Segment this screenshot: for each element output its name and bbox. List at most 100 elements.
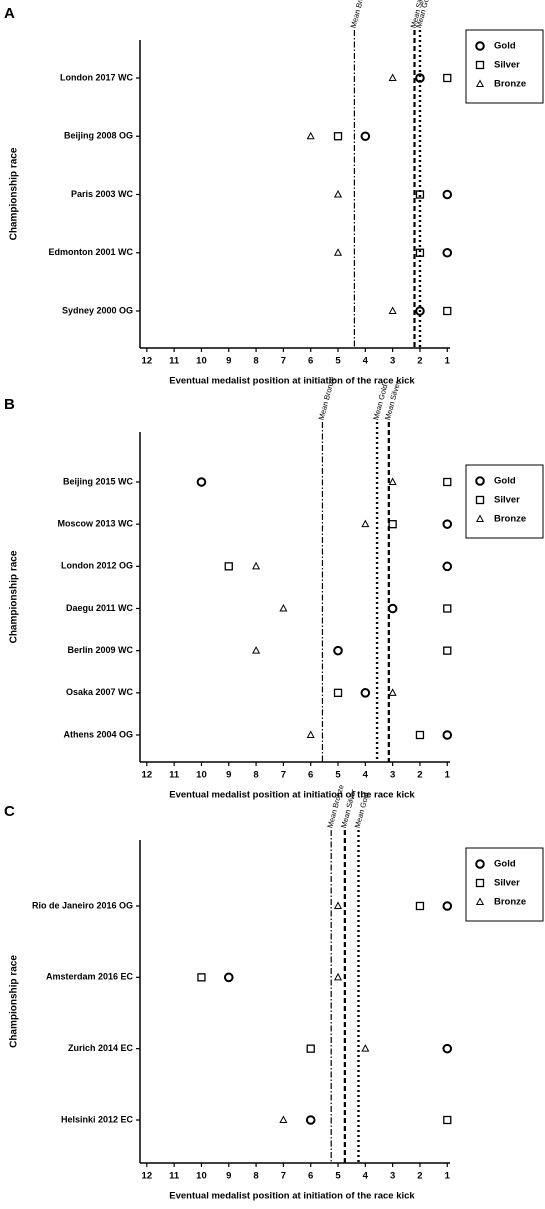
x-tick-label: 7	[281, 770, 286, 781]
point-circle	[442, 561, 453, 572]
x-tick-label: 11	[169, 356, 180, 367]
legend-marker	[475, 878, 485, 888]
x-tick-label: 10	[196, 770, 207, 781]
x-tick-label: 6	[308, 770, 313, 781]
point-circle	[442, 901, 453, 911]
x-tick-label: 2	[417, 1171, 422, 1182]
x-tick-label: 1	[445, 1171, 451, 1182]
y-axis-label: Championship race	[9, 147, 20, 240]
point-triangle	[388, 73, 397, 81]
point-square	[415, 190, 425, 199]
x-tick-label: 6	[308, 356, 313, 367]
x-tick-label: 4	[363, 1171, 369, 1182]
point-square	[224, 562, 233, 571]
x-tick-label: 3	[390, 356, 395, 367]
point-circle	[305, 1115, 316, 1125]
legend-marker	[475, 514, 485, 522]
legend-marker	[475, 859, 485, 869]
point-square	[443, 1115, 452, 1125]
point-square	[415, 730, 425, 740]
point-square	[443, 73, 452, 83]
y-tick-label: Athens 2004 OG	[63, 729, 133, 739]
x-tick-label: 5	[335, 770, 341, 781]
mean-label: Mean Bronze	[349, 0, 369, 29]
x-tick-label: 9	[226, 770, 231, 781]
panel-label: A	[4, 5, 15, 22]
point-triangle	[252, 646, 261, 654]
point-circle	[442, 247, 453, 258]
x-tick-label: 12	[142, 770, 153, 781]
x-tick-label: 5	[335, 1171, 341, 1182]
point-square	[333, 132, 343, 141]
point-square	[443, 477, 452, 487]
point-circle	[387, 603, 398, 614]
y-tick-label: Beijing 2008 OG	[64, 131, 133, 141]
legend-label: Silver	[494, 495, 520, 506]
x-axis-label: Eventual medalist position at initiation…	[169, 1191, 415, 1202]
point-circle	[415, 73, 425, 83]
point-square	[443, 306, 452, 316]
legend-label: Gold	[494, 476, 516, 487]
legend-label: Gold	[494, 41, 516, 52]
point-square	[443, 646, 452, 655]
y-tick-label: Edmonton 2001 WC	[48, 247, 133, 257]
x-tick-label: 7	[281, 1171, 286, 1182]
x-tick-label: 1	[445, 770, 451, 781]
y-tick-label: London 2012 OG	[61, 561, 133, 571]
legend-label: Gold	[494, 859, 516, 870]
x-tick-label: 10	[196, 356, 207, 367]
panel-label: C	[4, 803, 15, 820]
x-tick-label: 4	[363, 770, 369, 781]
x-tick-label: 6	[308, 1171, 313, 1182]
x-tick-label: 8	[253, 1171, 258, 1182]
point-triangle	[388, 688, 397, 696]
y-tick-label: London 2017 WC	[60, 72, 134, 82]
y-tick-label: Beijing 2015 WC	[63, 476, 134, 486]
legend-marker	[475, 476, 485, 486]
point-square	[333, 688, 343, 697]
point-triangle	[333, 901, 343, 909]
x-tick-label: 12	[142, 1171, 153, 1182]
y-axis-label: Championship race	[9, 550, 20, 643]
point-circle	[442, 189, 453, 200]
y-tick-label: Zurich 2014 EC	[68, 1043, 134, 1053]
point-triangle	[361, 519, 370, 528]
x-tick-label: 9	[226, 356, 231, 367]
point-triangle	[388, 477, 397, 485]
y-tick-label: Daegu 2011 WC	[66, 603, 134, 613]
x-axis-label: Eventual medalist position at initiation…	[169, 376, 415, 387]
legend-marker	[475, 60, 485, 70]
x-tick-label: 3	[390, 1171, 395, 1182]
x-tick-label: 11	[169, 770, 180, 781]
x-tick-label: 8	[253, 770, 258, 781]
legend-marker	[475, 41, 485, 51]
point-circle	[223, 972, 234, 983]
point-square	[306, 1044, 315, 1053]
x-tick-label: 12	[142, 356, 153, 367]
y-tick-label: Berlin 2009 WC	[67, 645, 133, 655]
point-triangle	[279, 603, 288, 612]
legend-label: Silver	[494, 60, 520, 71]
point-triangle	[279, 1115, 288, 1123]
y-tick-label: Amsterdam 2016 EC	[46, 972, 134, 982]
point-circle	[442, 1043, 453, 1054]
point-circle	[360, 688, 371, 698]
point-circle	[442, 730, 453, 740]
x-axis-label: Eventual medalist position at initiation…	[169, 790, 415, 801]
legend-label: Bronze	[494, 514, 526, 525]
x-tick-label: 2	[417, 770, 422, 781]
point-square	[415, 248, 425, 257]
point-triangle	[306, 131, 315, 140]
x-tick-label: 3	[390, 770, 395, 781]
point-square	[388, 520, 397, 529]
point-circle	[196, 477, 207, 487]
legend-label: Silver	[494, 878, 520, 889]
y-tick-label: Helsinki 2012 EC	[61, 1114, 134, 1124]
point-triangle	[361, 1044, 370, 1052]
point-circle	[442, 519, 453, 529]
x-tick-label: 11	[169, 1171, 180, 1182]
point-triangle	[306, 730, 315, 738]
x-tick-label: 9	[226, 1171, 231, 1182]
y-tick-label: Rio de Janeiro 2016 OG	[32, 900, 133, 910]
